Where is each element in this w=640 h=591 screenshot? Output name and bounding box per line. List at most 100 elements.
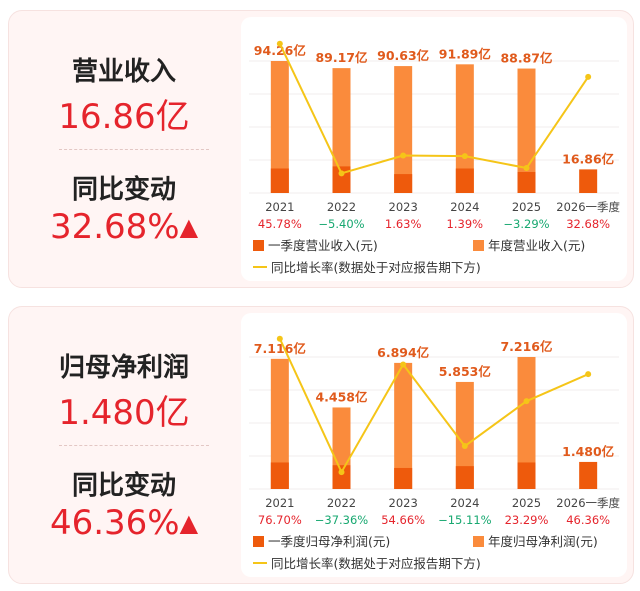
revenue-change-value: 32.68% [49,207,180,247]
legend-label-annual: 年度归母净利润(元) [488,534,598,549]
growth-point [585,371,592,378]
growth-rate-label: 76.70% [258,513,302,527]
net-profit-change: 46.36%▲ [9,503,239,543]
x-tick-label: 2023 [389,496,418,510]
annual-bar [270,358,289,489]
revenue-change: 32.68%▲ [9,207,239,247]
x-tick-label: 2021 [265,496,294,510]
growth-point [338,170,345,177]
net-profit-change-value: 46.36% [49,503,180,543]
legend-item-q1: 一季度营业收入(元) [253,235,378,254]
x-tick-label: 2025 [512,200,541,214]
net-profit-chart: 7.116亿 2021 76.70% 4.458亿 2022 −37.36% 6.894亿 2… [241,313,627,577]
revenue-divider [59,149,209,150]
x-tick-label: 2023 [389,200,418,214]
q1-bar [270,168,289,193]
growth-rate-label: −37.36% [315,513,369,527]
q1-bar [394,174,413,193]
revenue-card: 营业收入 16.86亿 同比变动 32.68%▲ 94.26亿 2021 45.78… [8,10,634,288]
net-profit-label: 归母净利润 [58,353,189,383]
growth-rate-label: −15.11% [438,513,492,527]
annual-bar [455,381,474,489]
x-tick-label: 2022 [327,496,356,510]
q1-bar [394,467,413,489]
net-profit-divider [59,445,209,446]
x-tick-label: 2024 [450,496,479,510]
q1-bar [455,168,474,193]
legend-swatch-line [253,562,267,564]
x-tick-label: 2026一季度 [556,496,620,510]
annual-value-label: 5.853亿 [439,364,491,379]
legend-swatch-line [253,266,267,268]
growth-point [461,443,468,450]
revenue-kpi-panel: 营业收入 16.86亿 同比变动 32.68%▲ [9,11,239,287]
annual-value-label: 7.216亿 [500,339,552,354]
q1-value-label: 1.480亿 [562,444,614,459]
annual-value-label: 94.26亿 [254,43,306,58]
revenue-chart: 94.26亿 2021 45.78% 89.17亿 2022 −5.40% 90.63亿 20… [241,17,627,281]
legend-swatch-annual [473,240,484,251]
annual-value-label: 88.87亿 [500,51,552,66]
q1-bar [579,169,598,193]
revenue-value: 16.86亿 [58,97,190,137]
annual-value-label: 6.894亿 [377,345,429,360]
growth-point [461,153,468,160]
growth-point [276,40,283,47]
net-profit-card: 归母净利润 1.480亿 同比变动 46.36%▲ 7.116亿 2021 76.7… [8,306,634,584]
growth-line [278,338,589,475]
revenue-legend: 一季度营业收入(元) 年度营业收入(元) 同比增长率(数据处于对应报告期下方) [241,233,627,279]
net-profit-chart-svg: 7.116亿 2021 76.70% 4.458亿 2022 −37.36% 6.894亿 2… [249,335,621,527]
legend-swatch-q1 [253,240,264,251]
growth-point [523,165,530,172]
annual-value-label: 4.458亿 [315,389,367,404]
legend-label-annual: 年度营业收入(元) [488,238,586,253]
growth-rate-label: −3.29% [503,217,549,231]
growth-point [523,398,530,405]
growth-point [400,152,407,159]
growth-point [276,335,283,342]
legend-label-q1: 一季度营业收入(元) [268,238,378,253]
annual-bar [270,61,289,193]
q1-bar [332,465,351,489]
growth-point [400,361,407,368]
revenue-label: 营业收入 [71,57,176,87]
legend-label-line: 同比增长率(数据处于对应报告期下方) [271,260,481,275]
q1-bar [270,462,289,489]
x-tick-label: 2024 [450,200,479,214]
x-tick-label: 2025 [512,496,541,510]
legend-swatch-annual [473,536,484,547]
annual-value-label: 90.63亿 [377,48,429,63]
growth-rate-label: 1.63% [385,217,422,231]
x-tick-label: 2026一季度 [556,200,620,214]
legend-item-annual: 年度营业收入(元) [473,235,585,254]
net-profit-legend: 一季度归母净利润(元) 年度归母净利润(元) 同比增长率(数据处于对应报告期下方… [241,529,627,575]
annual-value-label: 7.116亿 [254,341,306,356]
growth-rate-label: 1.39% [447,217,484,231]
growth-rate-label: 32.68% [566,217,610,231]
annual-bar [394,66,413,193]
arrow-up-icon: ▲ [179,509,199,537]
growth-rate-label: 46.36% [566,513,610,527]
legend-item-line: 同比增长率(数据处于对应报告期下方) [253,257,481,276]
q1-bar [579,461,598,489]
annual-bar [517,357,536,489]
revenue-change-label: 同比变动 [71,175,176,205]
revenue-chart-svg: 94.26亿 2021 45.78% 89.17亿 2022 −5.40% 90.63亿 20… [249,40,621,231]
annual-bar [394,362,413,489]
growth-rate-label: 23.29% [505,513,549,527]
x-tick-label: 2022 [327,200,356,214]
x-tick-label: 2021 [265,200,294,214]
legend-swatch-q1 [253,536,264,547]
q1-bar [455,466,474,489]
legend-item-line: 同比增长率(数据处于对应报告期下方) [253,553,481,572]
net-profit-kpi-panel: 归母净利润 1.480亿 同比变动 46.36%▲ [9,307,239,583]
legend-label-q1: 一季度归母净利润(元) [268,534,391,549]
net-profit-value: 1.480亿 [58,393,190,433]
q1-value-label: 16.86亿 [562,151,614,166]
legend-item-annual: 年度归母净利润(元) [473,531,598,550]
growth-point [338,469,345,476]
q1-bar [517,462,536,489]
annual-value-label: 91.89亿 [439,46,491,61]
annual-bar [455,64,474,193]
growth-rate-label: −5.40% [318,217,364,231]
